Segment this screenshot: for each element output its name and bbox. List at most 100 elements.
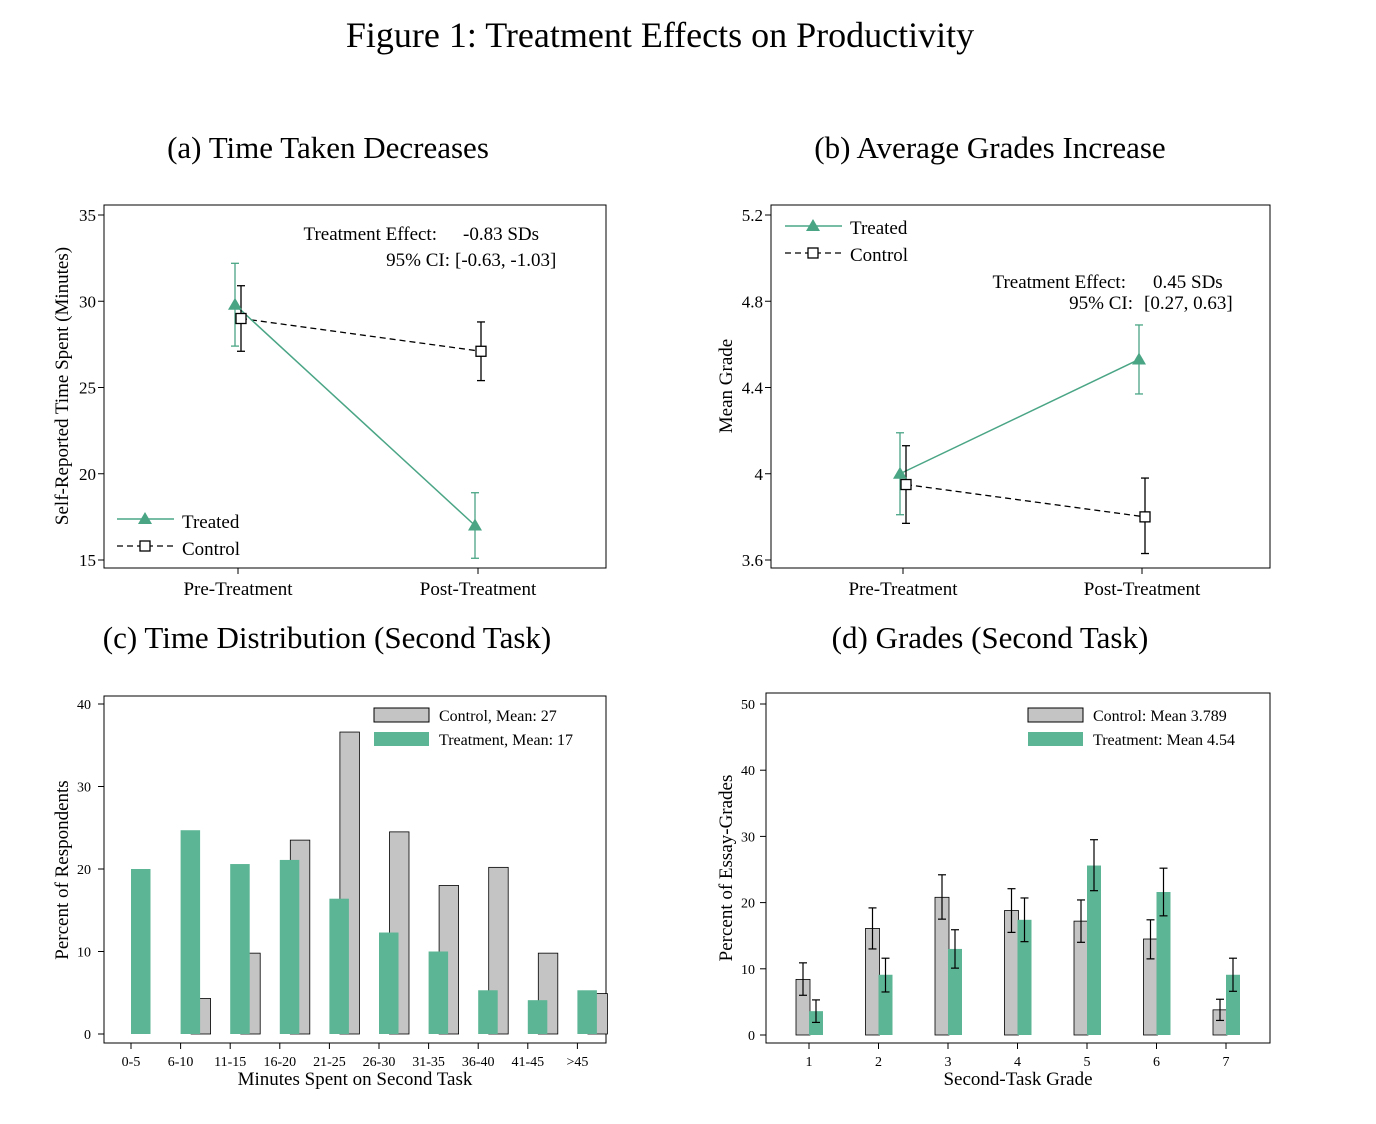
panel-a-effect-label: Treatment Effect: <box>304 224 438 245</box>
y-tick-label: 30 <box>741 830 755 845</box>
treatment-bar <box>1156 892 1171 1035</box>
panel-c-title: (c) Time Distribution (Second Task) <box>103 620 551 655</box>
treatment-bar <box>1017 919 1032 1035</box>
x-tick-label: >45 <box>566 1055 588 1070</box>
panel-a-yticks: 15 20 25 30 35 <box>79 206 104 570</box>
panel-a-ylabel: Self-Reported Time Spent (Minutes) <box>52 247 73 525</box>
panel-c-legend-control: Control, Mean: 27 <box>439 708 557 725</box>
panel-b-xticks: Pre-Treatment Post-Treatment <box>848 568 1201 600</box>
control-point <box>900 478 912 491</box>
legend-treatment-swatch <box>374 732 429 746</box>
panel-b-ci-value: [0.27, 0.63] <box>1144 293 1233 314</box>
x-tick-label: 16-20 <box>263 1055 296 1070</box>
panel-b-ylabel: Mean Grade <box>716 339 737 433</box>
panel-d-xlabel: Second-Task Grade <box>943 1069 1092 1090</box>
y-tick-label: 25 <box>79 379 96 398</box>
y-tick-label: 20 <box>741 897 755 912</box>
panel-d-ylabel: Percent of Essay-Grades <box>716 775 737 962</box>
treatment-bar <box>1226 974 1240 1035</box>
legend-control-swatch <box>1027 707 1084 723</box>
treatment-bar <box>527 1000 548 1034</box>
treatment-bar <box>379 932 399 1034</box>
x-tick-label: Post-Treatment <box>420 579 537 600</box>
treated-point <box>468 518 482 531</box>
panel-b-legend-control: Control <box>850 245 908 266</box>
legend-treatment-swatch <box>1028 732 1083 746</box>
treatment-bar <box>329 898 349 1034</box>
control-point <box>1139 511 1151 523</box>
x-tick-label: 26-30 <box>363 1055 396 1070</box>
panel-a: (a) Time Taken Decreases Self-Reported T… <box>52 130 607 600</box>
x-tick-label: 6-10 <box>168 1055 194 1070</box>
panel-c-ylabel: Percent of Respondents <box>52 780 73 959</box>
x-tick-label: 2 <box>875 1055 882 1070</box>
legend-control-square-icon <box>807 247 819 259</box>
y-tick-label: 10 <box>77 946 91 961</box>
panel-a-effect-value: -0.83 SDs <box>463 224 539 245</box>
x-tick-label: 1 <box>806 1055 813 1070</box>
y-tick-label: 40 <box>77 698 91 713</box>
treatment-bar <box>180 830 201 1034</box>
x-tick-label: Pre-Treatment <box>183 579 293 600</box>
treatment-bar <box>131 869 151 1034</box>
panel-b-marks <box>893 324 1151 555</box>
panel-a-legend: Treated Control <box>117 512 240 560</box>
treatment-bar <box>948 948 962 1035</box>
treated-series-line <box>234 304 476 527</box>
y-tick-label: 30 <box>79 292 96 311</box>
y-tick-label: 3.6 <box>742 551 763 570</box>
x-tick-label: 4 <box>1014 1055 1021 1070</box>
y-tick-label: 50 <box>741 698 755 713</box>
y-tick-label: 20 <box>77 863 91 878</box>
y-tick-label: 10 <box>741 963 755 978</box>
y-tick-label: 4.4 <box>742 379 764 398</box>
figure-title: Figure 1: Treatment Effects on Productiv… <box>345 15 975 55</box>
panel-d-legend-control: Control: Mean 3.789 <box>1093 708 1227 725</box>
panel-b-yticks: 3.6 4 4.4 4.8 5.2 <box>742 206 771 570</box>
treatment-bar <box>878 974 893 1035</box>
panel-b-annotation: Treatment Effect: 0.45 SDs 95% CI: [0.27… <box>993 272 1233 314</box>
panel-d-xticks: 1 2 3 4 5 6 7 <box>806 1043 1230 1070</box>
x-tick-label: 6 <box>1153 1055 1160 1070</box>
y-tick-label: 40 <box>741 764 755 779</box>
panel-a-ci-value: [-0.63, -1.03] <box>455 250 556 271</box>
y-tick-label: 20 <box>79 465 96 484</box>
x-tick-label: 7 <box>1223 1055 1230 1070</box>
treatment-bar <box>478 990 498 1034</box>
panel-c-xticks: 0-5 6-10 11-15 16-20 21-25 26-30 31-35 36-40 41-… <box>122 1043 588 1070</box>
y-tick-label: 0 <box>748 1029 755 1044</box>
control-point <box>235 312 247 325</box>
y-tick-label: 35 <box>79 206 96 225</box>
treated-point <box>1132 352 1146 365</box>
treated-point <box>228 297 242 310</box>
x-tick-label: 3 <box>945 1055 952 1070</box>
x-tick-label: 36-40 <box>462 1055 495 1070</box>
panel-d-marks <box>795 839 1240 1036</box>
panel-d-legend-treatment: Treatment: Mean 4.54 <box>1093 732 1235 749</box>
panel-b-effect-value: 0.45 SDs <box>1153 272 1223 293</box>
x-tick-label: 5 <box>1084 1055 1091 1070</box>
panel-c: (c) Time Distribution (Second Task) Perc… <box>52 620 608 1090</box>
treatment-bar <box>230 864 250 1034</box>
x-tick-label: 41-45 <box>511 1055 544 1070</box>
panel-b-title: (b) Average Grades Increase <box>814 130 1165 165</box>
legend-treated-triangle-icon <box>138 512 152 524</box>
control-point <box>475 345 487 357</box>
panel-b-legend-treated: Treated <box>850 218 908 239</box>
x-tick-label: Pre-Treatment <box>848 579 958 600</box>
panel-c-xlabel: Minutes Spent on Second Task <box>238 1069 473 1090</box>
y-tick-label: 4.8 <box>742 292 763 311</box>
panel-d: (d) Grades (Second Task) Percent of Essa… <box>716 620 1271 1090</box>
y-tick-label: 30 <box>77 781 91 796</box>
x-tick-label: Post-Treatment <box>1084 579 1201 600</box>
panel-a-ci-label: 95% CI: <box>386 250 450 271</box>
treatment-bar <box>428 951 449 1034</box>
panel-b-legend: Treated Control <box>785 218 908 266</box>
panel-a-legend-treated: Treated <box>182 512 240 533</box>
panel-b: (b) Average Grades Increase Mean Grade 3… <box>716 130 1271 600</box>
treated-series-line <box>899 358 1140 475</box>
panel-c-legend: Control, Mean: 27 Treatment, Mean: 17 <box>373 707 573 749</box>
panel-c-yticks: 0 10 20 30 40 <box>77 698 104 1043</box>
panel-d-title: (d) Grades (Second Task) <box>832 620 1149 655</box>
